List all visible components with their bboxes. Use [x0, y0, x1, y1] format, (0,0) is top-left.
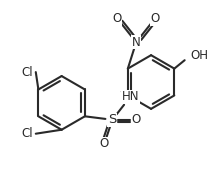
Text: O: O: [132, 113, 141, 126]
Text: O: O: [113, 12, 122, 25]
Text: S: S: [108, 113, 117, 126]
Text: O: O: [150, 12, 160, 25]
Text: N: N: [132, 36, 141, 49]
Text: HN: HN: [121, 90, 139, 103]
Text: O: O: [100, 137, 109, 150]
Text: OH: OH: [191, 49, 209, 62]
Text: Cl: Cl: [21, 66, 33, 79]
Text: Cl: Cl: [21, 127, 33, 140]
